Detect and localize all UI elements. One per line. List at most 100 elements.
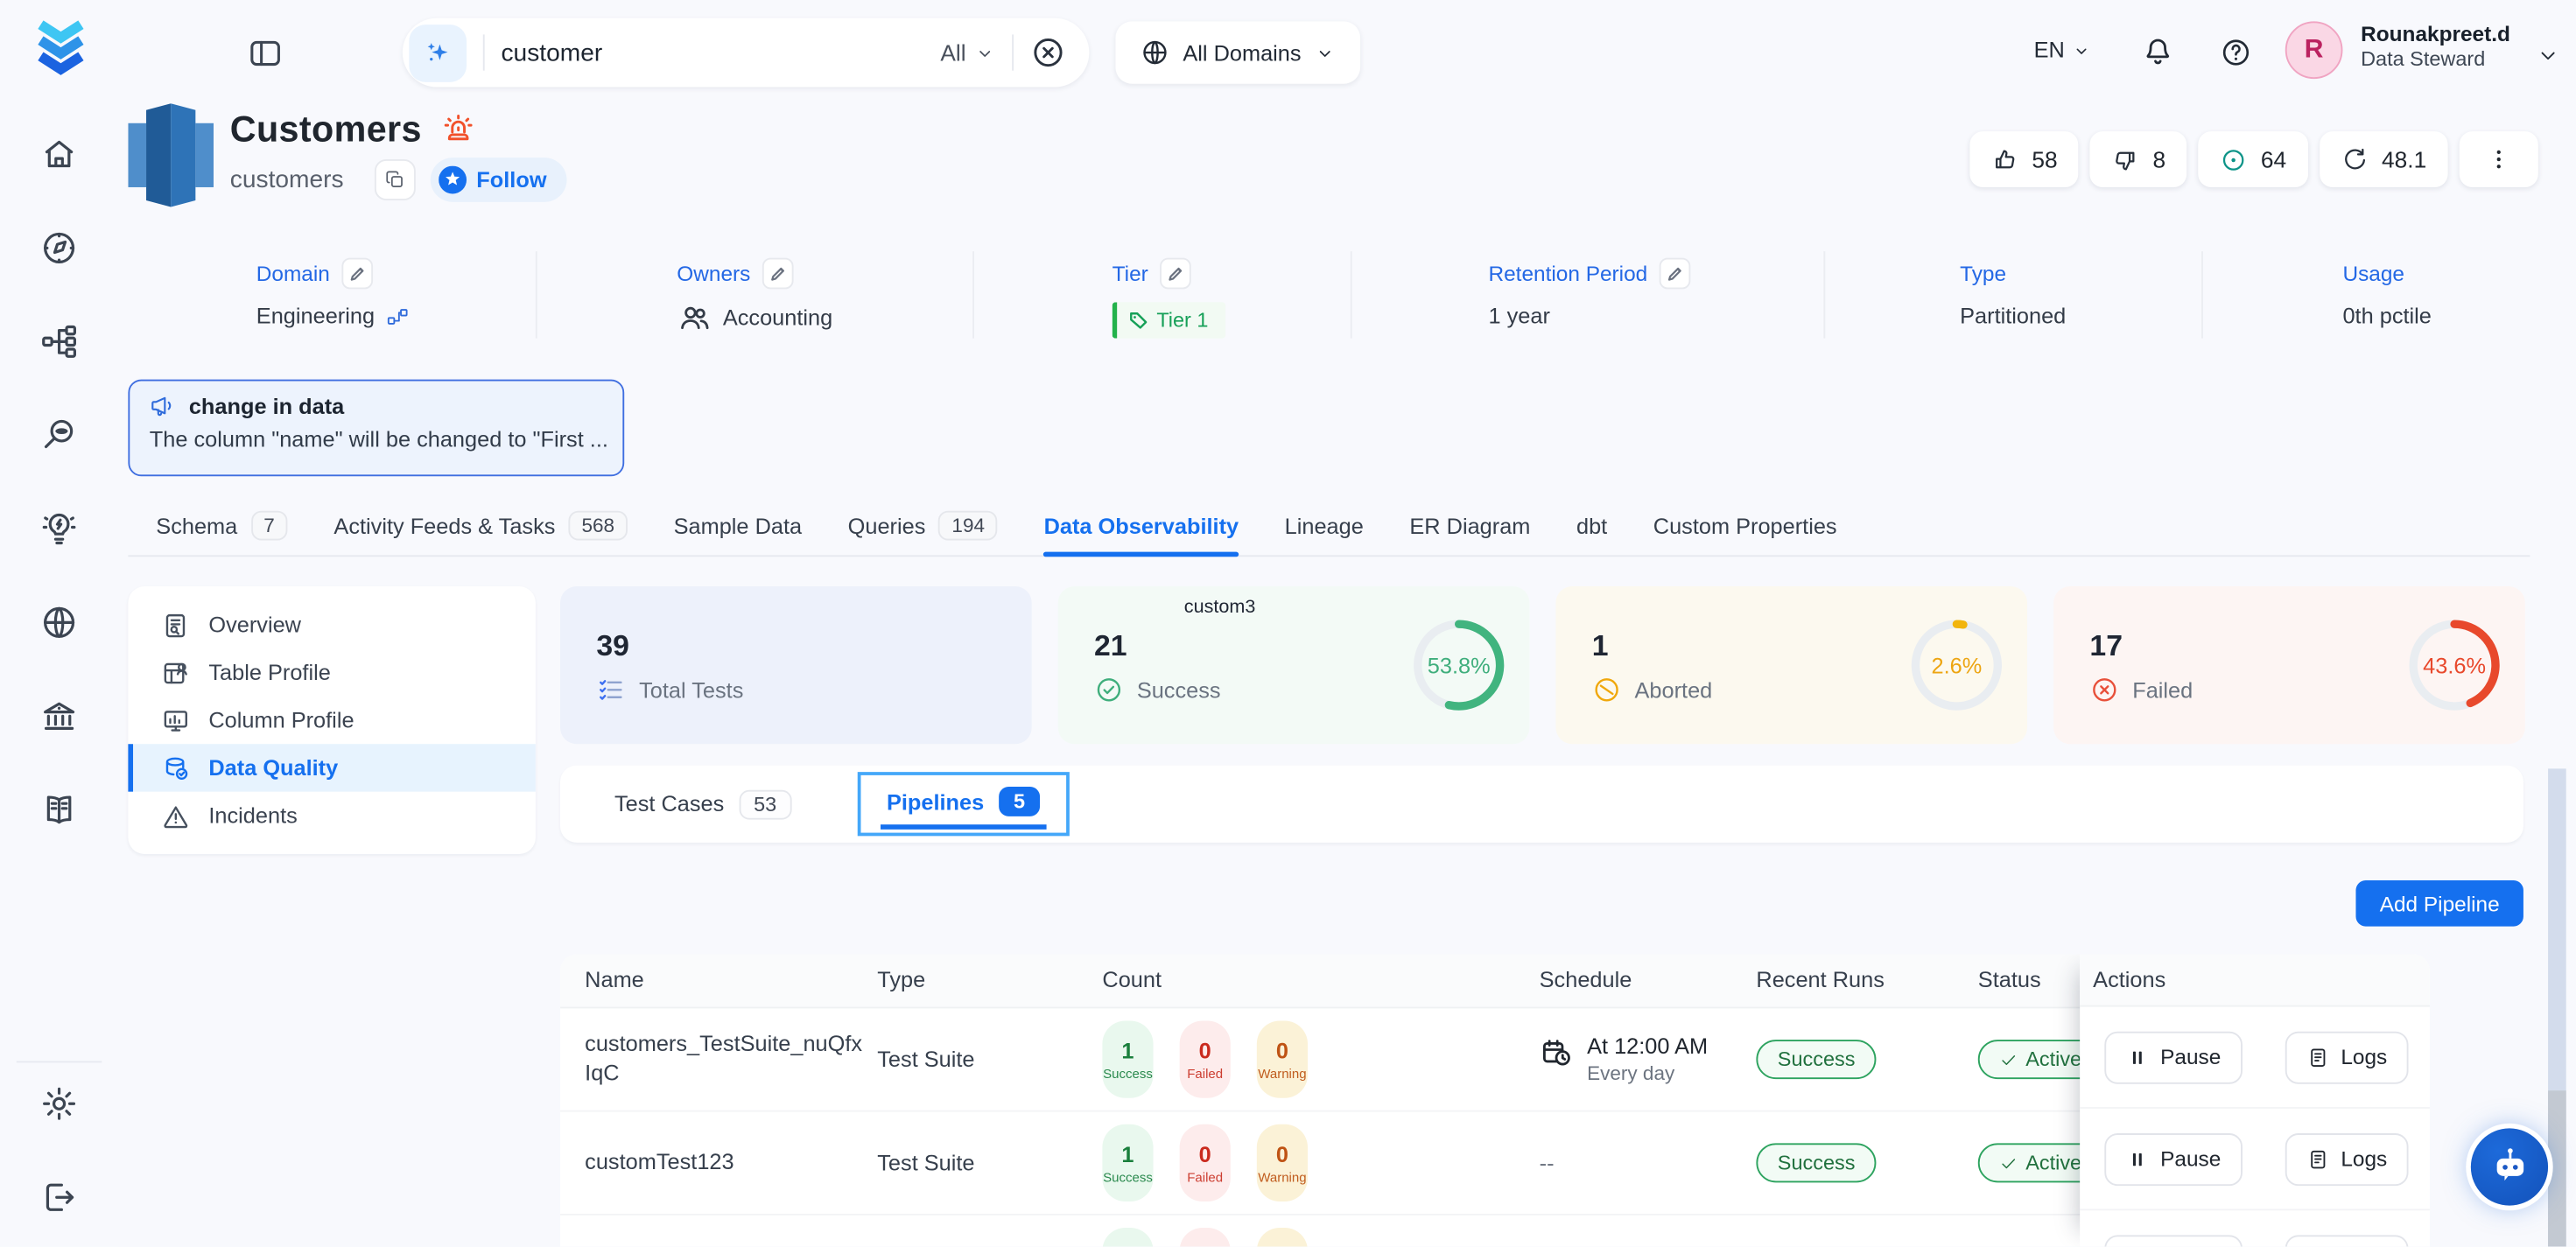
menu-item-incidents[interactable]: Incidents [128, 792, 535, 839]
copy-button[interactable] [374, 159, 416, 200]
owners-value[interactable]: Accounting [722, 305, 833, 331]
help-icon[interactable] [2220, 36, 2253, 69]
card-aborted[interactable]: 1 Aborted 2.6% [1555, 586, 2028, 745]
logs-label: Logs [2341, 1044, 2388, 1069]
edit-retention-button[interactable] [1659, 257, 1691, 290]
edit-owners-button[interactable] [762, 257, 794, 290]
settings-gear-icon[interactable] [39, 1084, 79, 1124]
tab-sample-data[interactable]: Sample Data [674, 496, 802, 556]
usage-value: 0th pctile [2342, 304, 2432, 329]
metadata-owners: Owners Accounting [535, 251, 972, 339]
follow-label: Follow [476, 167, 547, 193]
chat-assistant-button[interactable] [2470, 1128, 2549, 1206]
menu-item-table-profile[interactable]: Table Profile [128, 648, 535, 696]
total-tests-value: 39 [596, 628, 629, 662]
user-menu[interactable]: Rounakpreet.d Data Steward [2361, 21, 2510, 74]
clear-search-icon[interactable] [1030, 34, 1066, 70]
page-scrollbar-thumb[interactable] [2548, 1090, 2566, 1247]
notifications-bell-icon[interactable] [2141, 34, 2175, 68]
logs-button[interactable]: Logs [2285, 1030, 2409, 1083]
logs-button[interactable]: Logs [2285, 1132, 2409, 1186]
search-divider [1012, 34, 1014, 71]
user-avatar[interactable]: R [2285, 21, 2343, 80]
govern-bank-icon[interactable] [39, 697, 79, 736]
chevron-down-icon[interactable] [2537, 45, 2559, 67]
megaphone-icon [151, 396, 172, 417]
card-success[interactable]: custom3 21 Success 53.8% [1057, 586, 1530, 745]
recent-run[interactable]: Success [1756, 1040, 1877, 1080]
card-failed[interactable]: 17 Failed 43.6% [2053, 586, 2525, 745]
insights-bulb-icon[interactable] [39, 509, 79, 549]
glossary-book-icon[interactable] [39, 790, 79, 830]
menu-item-overview[interactable]: Overview [128, 601, 535, 648]
home-icon[interactable] [39, 135, 79, 174]
downvote-count: 8 [2152, 146, 2166, 173]
tier-badge: Tier 1 [1112, 302, 1225, 339]
language-selector[interactable]: EN [2034, 38, 2091, 62]
search-input[interactable]: customer [501, 39, 603, 67]
freshness-button[interactable]: 48.1 [2319, 131, 2448, 187]
pause-button[interactable]: Pause [2104, 1234, 2243, 1247]
tab-activity-feeds[interactable]: Activity Feeds & Tasks 568 [333, 496, 628, 556]
sparkle-icon [427, 42, 448, 60]
menu-item-data-quality[interactable]: Data Quality [128, 744, 536, 792]
tab-label: Data Observability [1043, 513, 1239, 538]
aborted-pct: 2.6% [1931, 653, 1983, 678]
globe-icon[interactable] [39, 603, 79, 642]
pause-label: Pause [2160, 1146, 2222, 1172]
upvote-button[interactable]: 58 [1969, 131, 2079, 187]
edit-domain-button[interactable] [341, 257, 373, 290]
global-search-bar[interactable]: customer All [402, 18, 1090, 88]
tab-er-diagram[interactable]: ER Diagram [1409, 496, 1530, 556]
explore-compass-icon[interactable] [39, 228, 79, 268]
entity-fqn: customers [229, 165, 344, 194]
sidebar-toggle-icon[interactable] [247, 34, 284, 72]
downvote-button[interactable]: 8 [2090, 131, 2187, 187]
edit-tier-button[interactable] [1159, 257, 1191, 290]
domain-label: Domain [256, 261, 330, 286]
search-scope-dropdown[interactable]: All [940, 39, 995, 66]
domains-hierarchy-icon[interactable] [39, 322, 79, 361]
announcement-card[interactable]: change in data The column "name" will be… [128, 379, 625, 477]
tab-count: 7 [250, 510, 288, 541]
retention-label: Retention Period [1488, 261, 1648, 286]
card-total-tests[interactable]: 39 Total Tests [560, 586, 1032, 745]
tab-queries[interactable]: Queries 194 [848, 496, 999, 556]
pause-icon [2132, 1152, 2142, 1166]
pipeline-name[interactable]: customers_TestSuite_nuQfxIqC [585, 1031, 863, 1086]
tab-data-observability[interactable]: Data Observability [1043, 496, 1239, 557]
pause-button[interactable]: Pause [2104, 1030, 2243, 1083]
app-logo-icon[interactable] [26, 13, 95, 82]
metadata-usage: Usage 0th pctile [2201, 251, 2530, 339]
avatar-initial: R [2304, 35, 2324, 64]
total-tests-label: Total Tests [639, 677, 744, 703]
tab-custom-properties[interactable]: Custom Properties [1653, 496, 1837, 556]
observability-search-eye-icon[interactable] [39, 416, 79, 455]
all-domains-button[interactable]: All Domains [1115, 21, 1361, 84]
schedule-time: At 12:00 AM [1587, 1033, 1709, 1059]
tab-lineage[interactable]: Lineage [1285, 496, 1364, 556]
quality-score: 64 [2260, 146, 2287, 173]
x-circle-icon [2093, 678, 2116, 702]
tab-dbt[interactable]: dbt [1576, 496, 1607, 556]
add-pipeline-button[interactable]: Add Pipeline [2355, 880, 2523, 927]
menu-item-column-profile[interactable]: Column Profile [128, 697, 535, 744]
pause-button[interactable]: Pause [2104, 1132, 2243, 1186]
subtab-test-cases[interactable]: Test Cases 53 [592, 774, 815, 834]
recent-run[interactable]: Success [1756, 1143, 1877, 1183]
redshift-table-icon [128, 103, 214, 207]
subtab-pipelines[interactable]: Pipelines 5 [857, 772, 1070, 837]
follow-button[interactable]: Follow [430, 158, 567, 202]
more-options-button[interactable] [2459, 131, 2538, 187]
tab-schema[interactable]: Schema 7 [156, 496, 288, 556]
quality-score-button[interactable]: 64 [2198, 131, 2308, 187]
logs-button[interactable]: Logs [2285, 1234, 2409, 1247]
star-icon [439, 165, 467, 194]
logs-label: Logs [2341, 1146, 2388, 1172]
tab-label: Lineage [1284, 513, 1364, 538]
domain-value[interactable]: Engineering [256, 304, 376, 329]
logout-icon[interactable] [39, 1178, 79, 1217]
pipeline-name[interactable]: customTest123 [585, 1149, 734, 1174]
